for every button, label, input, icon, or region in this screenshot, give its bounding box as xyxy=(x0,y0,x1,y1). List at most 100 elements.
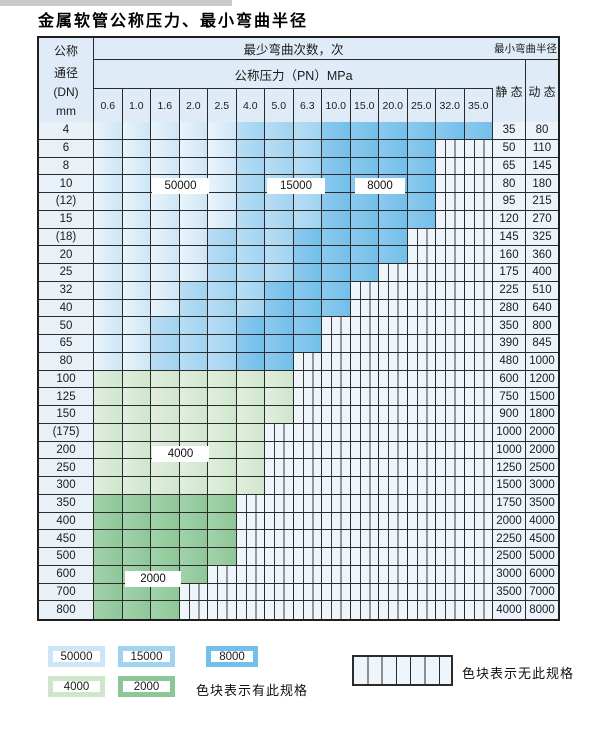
spec-cell xyxy=(94,228,123,247)
spec-cell xyxy=(151,299,180,318)
no-spec-cell xyxy=(379,441,408,460)
no-spec-cell xyxy=(436,423,465,442)
no-spec-cell xyxy=(236,601,265,619)
no-spec-cell xyxy=(407,370,436,389)
spec-cell xyxy=(94,512,123,531)
no-spec-cell xyxy=(350,281,379,300)
spec-cell xyxy=(122,583,151,602)
no-spec-cell xyxy=(464,175,493,193)
no-spec-cell xyxy=(293,423,322,442)
no-spec-cell xyxy=(350,601,379,619)
no-spec-cell xyxy=(350,583,379,602)
spec-cell xyxy=(208,512,237,531)
spec-cell xyxy=(322,210,351,229)
spec-cell xyxy=(265,352,294,371)
no-spec-cell xyxy=(236,512,265,531)
no-spec-cell xyxy=(265,423,294,442)
no-spec-cell xyxy=(265,441,294,460)
no-spec-cell xyxy=(322,388,351,406)
spec-cell xyxy=(122,246,151,264)
legend-value: 4000 xyxy=(63,680,90,693)
spec-cell xyxy=(122,139,151,158)
spec-cell xyxy=(94,406,123,424)
spec-cell xyxy=(122,512,151,531)
spec-cell xyxy=(151,494,180,513)
static-radius-value: 750 xyxy=(493,388,526,406)
spec-cell xyxy=(379,157,408,176)
table-row: (18) 145 325 xyxy=(39,228,558,247)
spec-cell xyxy=(407,157,436,176)
spec-cell xyxy=(208,122,237,140)
spec-cell xyxy=(94,122,123,140)
static-radius-value: 600 xyxy=(493,370,526,389)
dn-value: 800 xyxy=(39,601,94,619)
dn-header-line: (DN) xyxy=(53,85,79,100)
no-spec-cell xyxy=(322,423,351,442)
pressure-col-header: 32.0 xyxy=(436,89,465,122)
table-row: 8 65 145 xyxy=(39,157,558,176)
band-label-8000: 8000 xyxy=(355,178,405,194)
spec-cell xyxy=(122,193,151,211)
no-spec-cell xyxy=(436,193,465,211)
static-radius-value: 1750 xyxy=(493,494,526,513)
dynamic-radius-value: 2000 xyxy=(526,423,558,442)
spec-cell xyxy=(236,352,265,371)
spec-cell xyxy=(122,477,151,495)
no-spec-cell xyxy=(436,441,465,460)
no-spec-cell xyxy=(265,583,294,602)
spec-cell xyxy=(94,548,123,566)
no-spec-cell xyxy=(436,281,465,300)
no-spec-cell xyxy=(322,317,351,335)
spec-cell xyxy=(208,388,237,406)
static-radius-value: 1250 xyxy=(493,459,526,477)
spec-cell xyxy=(208,494,237,513)
dn-value: 8 xyxy=(39,157,94,176)
spec-cell xyxy=(122,388,151,406)
no-spec-cell xyxy=(379,423,408,442)
dynamic-radius-value: 215 xyxy=(526,193,558,211)
no-spec-cell xyxy=(407,317,436,335)
dn-value: 600 xyxy=(39,565,94,584)
no-spec-cell xyxy=(464,477,493,495)
no-spec-cell xyxy=(436,335,465,353)
spec-cell xyxy=(151,264,180,282)
dn-value: 80 xyxy=(39,352,94,371)
no-spec-cell xyxy=(464,352,493,371)
spec-cell xyxy=(322,228,351,247)
spec-cell xyxy=(236,370,265,389)
dn-value: 15 xyxy=(39,210,94,229)
no-spec-cell xyxy=(464,335,493,353)
spec-cell xyxy=(122,441,151,460)
spec-cell xyxy=(94,583,123,602)
no-spec-cell xyxy=(236,530,265,548)
spec-cell xyxy=(179,459,208,477)
no-spec-cell xyxy=(464,210,493,229)
no-spec-cell xyxy=(436,583,465,602)
no-spec-cell xyxy=(436,175,465,193)
spec-cell xyxy=(179,246,208,264)
no-spec-cell xyxy=(436,477,465,495)
no-spec-cell xyxy=(322,441,351,460)
dynamic-radius-value: 845 xyxy=(526,335,558,353)
no-spec-cell xyxy=(379,601,408,619)
no-spec-cell xyxy=(436,388,465,406)
no-spec-cell xyxy=(322,565,351,584)
no-spec-cell xyxy=(350,335,379,353)
static-radius-value: 80 xyxy=(493,175,526,193)
spec-cell xyxy=(379,228,408,247)
dynamic-radius-value: 510 xyxy=(526,281,558,300)
table-row: 500 2500 5000 xyxy=(39,548,558,566)
no-spec-cell xyxy=(379,352,408,371)
no-spec-cell xyxy=(350,477,379,495)
spec-cell xyxy=(464,122,493,140)
no-spec-cell xyxy=(407,423,436,442)
spec-cell xyxy=(236,193,265,211)
spec-cell xyxy=(265,139,294,158)
spec-cell xyxy=(94,210,123,229)
radius-label: 最小弯曲半径 xyxy=(493,38,558,60)
table-row: 15 120 270 xyxy=(39,210,558,229)
no-spec-cell xyxy=(322,548,351,566)
legend-has-spec-text: 色块表示有此规格 xyxy=(196,683,309,698)
spec-cell xyxy=(265,193,294,211)
pressure-col-header: 2.5 xyxy=(208,89,237,122)
